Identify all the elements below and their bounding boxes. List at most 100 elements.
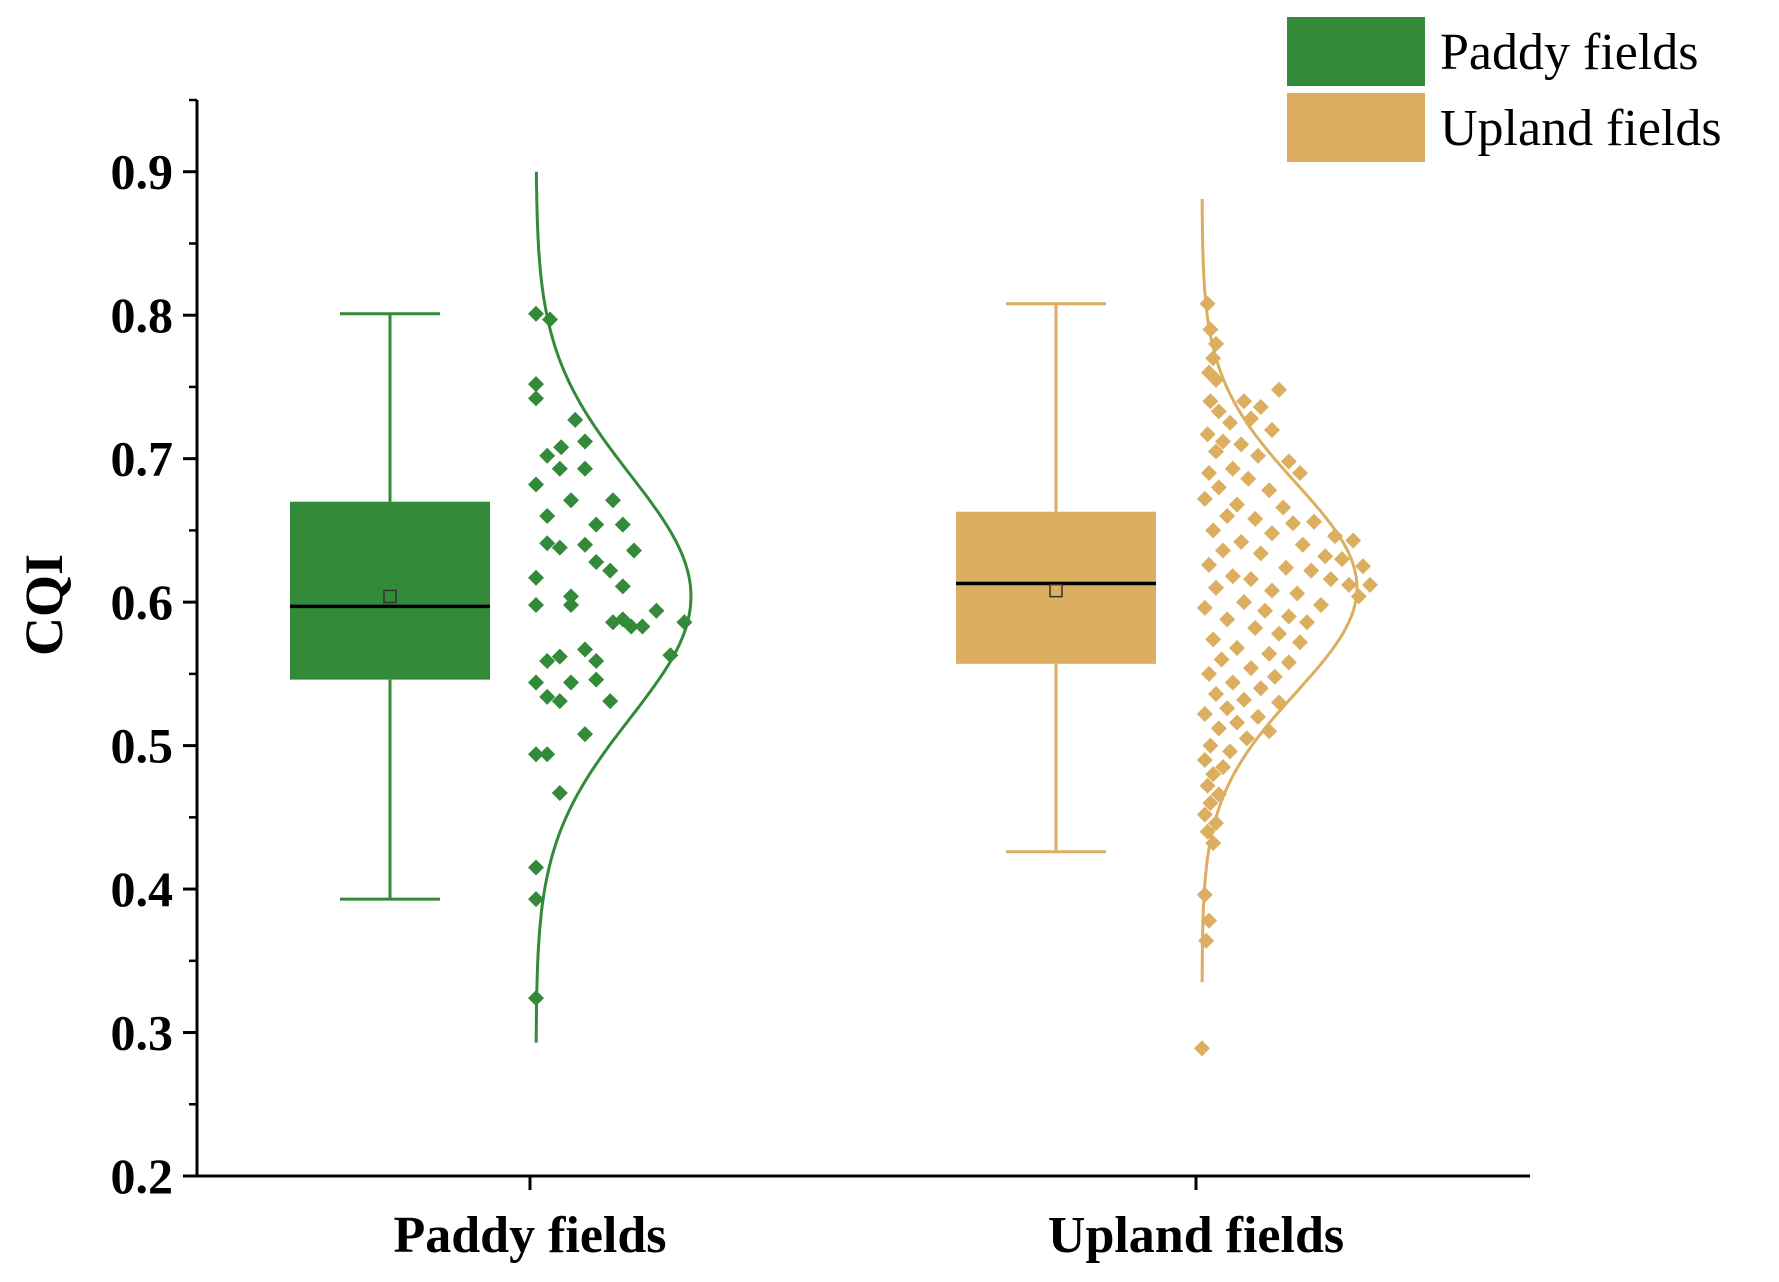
data-point	[614, 578, 631, 595]
data-point	[1313, 597, 1329, 614]
data-point	[1205, 835, 1222, 852]
y-tick-label: 0.6	[111, 574, 174, 630]
data-point	[539, 508, 556, 525]
data-point	[1341, 576, 1357, 593]
data-point	[1292, 465, 1308, 482]
data-point	[1334, 551, 1350, 568]
y-axis-title: CQI	[14, 554, 74, 656]
data-point	[1198, 932, 1215, 949]
data-point	[1317, 548, 1334, 565]
data-point	[1275, 499, 1292, 516]
data-point	[1271, 694, 1287, 711]
data-point	[539, 746, 556, 763]
data-point	[528, 674, 544, 691]
data-point	[1199, 777, 1216, 794]
data-point	[1257, 602, 1273, 619]
data-point	[1243, 660, 1259, 677]
legend-label: Paddy fields	[1440, 24, 1699, 81]
data-point	[1229, 640, 1245, 657]
data-point	[1247, 619, 1264, 636]
y-tick-label: 0.7	[111, 431, 174, 487]
y-tick-label: 0.3	[111, 1005, 174, 1061]
y-tick-label: 0.8	[111, 287, 174, 343]
series-paddy-fields	[290, 171, 693, 1043]
data-point	[1196, 599, 1213, 616]
data-point	[1222, 743, 1238, 760]
data-point	[1202, 737, 1219, 754]
data-point	[1210, 403, 1227, 420]
x-axis: Paddy fields Upland fields	[197, 1174, 1530, 1264]
data-point	[1208, 371, 1224, 388]
data-point	[662, 647, 679, 664]
y-axis: 0.2 0.3 0.4 0.5 0.6 0.7 0.8 0.9	[111, 98, 199, 1204]
data-point	[1208, 685, 1224, 702]
data-point	[1264, 525, 1280, 542]
data-point	[1236, 691, 1252, 708]
data-point	[539, 652, 556, 669]
data-point	[1224, 568, 1241, 585]
data-point	[539, 447, 556, 464]
data-point	[1201, 465, 1217, 482]
data-point	[528, 376, 544, 393]
data-point	[1196, 706, 1213, 723]
data-point	[1250, 708, 1266, 725]
data-point	[1280, 453, 1297, 470]
data-point	[1210, 720, 1227, 737]
data-point	[1208, 335, 1224, 352]
data-point	[1355, 558, 1371, 575]
data-point	[528, 990, 544, 1007]
data-point	[1271, 381, 1287, 398]
data-point	[1210, 479, 1227, 496]
legend-swatch	[1287, 93, 1425, 162]
y-tick-label: 0.9	[111, 144, 174, 200]
data-point	[1350, 588, 1367, 605]
data-point	[1250, 447, 1266, 464]
data-point	[1219, 611, 1236, 628]
data-point	[1261, 482, 1278, 499]
data-point	[577, 536, 593, 553]
mean-marker	[1049, 583, 1063, 598]
data-point	[1233, 436, 1250, 453]
data-point	[1205, 766, 1222, 783]
data-point	[1229, 496, 1245, 513]
data-point	[1243, 571, 1259, 588]
data-point	[1208, 815, 1224, 832]
legend-label: Upland fields	[1440, 100, 1722, 157]
data-point	[605, 492, 621, 509]
data-point	[577, 726, 593, 743]
data-point	[1294, 536, 1311, 553]
box-iqr	[956, 511, 1156, 664]
data-point	[1201, 665, 1217, 682]
data-point	[528, 305, 544, 322]
x-tick-label: Upland fields	[1048, 1207, 1344, 1264]
data-point	[614, 516, 631, 533]
data-point	[1236, 594, 1252, 611]
data-point	[528, 569, 544, 586]
data-point	[1243, 410, 1259, 427]
legend: Paddy fields Upland fields	[1287, 17, 1722, 162]
data-point	[1292, 634, 1308, 651]
data-point	[1345, 532, 1362, 549]
data-point	[567, 411, 584, 428]
data-point	[1240, 470, 1257, 487]
data-point	[1205, 631, 1222, 648]
data-point	[528, 390, 544, 407]
data-point	[1264, 582, 1280, 599]
data-point	[551, 539, 568, 556]
data-point	[1201, 556, 1217, 573]
data-point	[1224, 460, 1241, 477]
data-point	[1196, 806, 1213, 823]
data-point	[1196, 490, 1213, 507]
data-point	[623, 618, 640, 635]
data-point	[1202, 321, 1219, 338]
data-point	[539, 688, 556, 705]
data-point	[577, 460, 593, 477]
data-point	[551, 460, 568, 477]
data-point	[1362, 576, 1378, 593]
data-point	[605, 614, 621, 631]
data-point	[1202, 393, 1219, 410]
plot-area	[290, 171, 1378, 1057]
data-point	[648, 602, 665, 619]
data-point	[1261, 645, 1278, 662]
